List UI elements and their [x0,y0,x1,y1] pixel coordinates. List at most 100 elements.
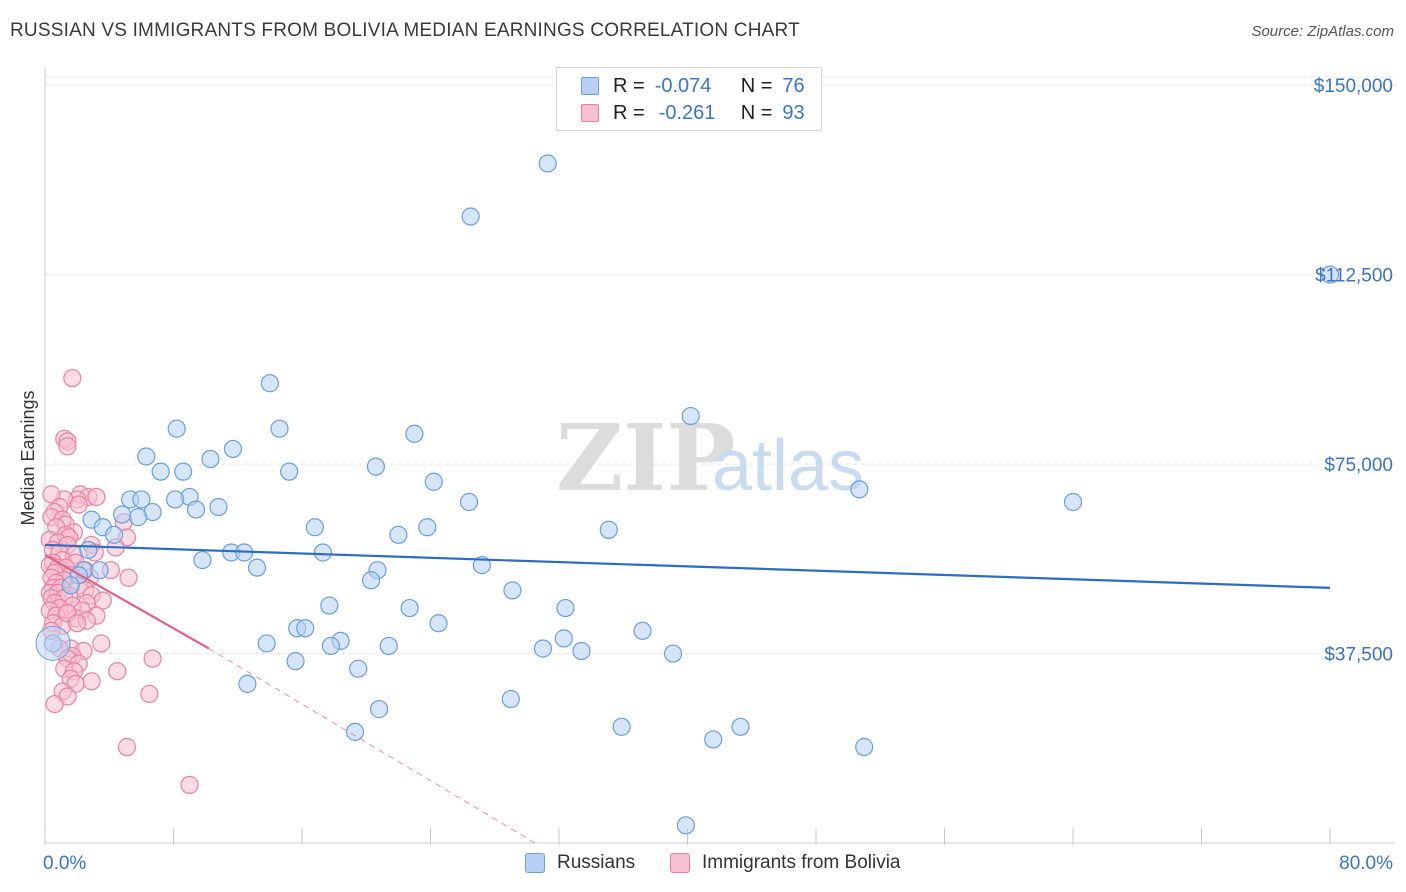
russians-point [599,520,618,539]
bolivia-point [45,694,64,714]
legend-r-label: R = [613,101,645,124]
legend-n-label: N = [740,74,773,97]
bolivia-point [119,568,138,587]
bolivia-point [108,662,127,681]
russians-point [366,457,385,476]
bolivia-trend-extension [208,648,536,844]
russians-point [209,497,228,517]
russians-point [633,621,652,640]
russians-cluster-point [35,625,71,661]
russians-point [1320,265,1340,284]
russians-point [137,447,156,466]
russians-point [349,659,368,678]
russians-point [405,424,424,443]
legend-n-label: N = [740,101,773,124]
source-label: Source: ZipAtlas.com [1251,23,1394,40]
legend-r-value: -0.261 [658,101,716,124]
russians-point [270,419,289,438]
russians-point [461,207,480,226]
bolivia-point [58,437,77,456]
watermark: ZIP atlas [556,404,864,512]
russians-point [704,730,723,749]
bolivia-point [92,634,111,653]
russians-point [280,462,299,481]
russians-point [459,492,479,512]
russians-point [132,490,151,509]
y-tick-label: $75,000 [1324,455,1393,476]
legend-row-russians: R = -0.074 N = 76 [581,74,805,98]
bottom-swatch-bolivia [670,853,690,873]
bolivia-point [69,495,88,514]
russians-point [361,571,381,590]
russians-point [201,449,220,469]
bottom-legend-russians: Russians [525,852,635,874]
bolivia-point [63,369,82,388]
russians-point [554,629,573,648]
russians-point [1063,492,1083,512]
russians-point [321,636,341,656]
bolivia-point [68,614,87,633]
russians-point [731,717,750,736]
russians-point [129,508,148,527]
bolivia-point [82,672,101,691]
russians-point [429,614,448,633]
bolivia-point [87,487,106,507]
russians-point [247,558,267,577]
russians-point [305,518,324,537]
russians-point [572,641,591,661]
russians-point [663,644,683,663]
russians-point [400,598,419,618]
bottom-legend-bolivia-label: Immigrants from Bolivia [702,852,901,873]
russians-point [681,406,700,426]
russians-point [238,674,257,693]
y-axis-title: Median Earnings [18,390,38,525]
russians-point [186,500,206,519]
russians-point [167,419,186,438]
russians-point [151,462,170,481]
russians-point [533,639,553,658]
bottom-legend-russians-label: Russians [557,852,636,873]
bottom-legend-bolivia: Immigrants from Bolivia [670,852,901,874]
bolivia-point [143,649,162,668]
legend-swatch-russians [581,77,599,95]
russians-point [260,374,279,393]
russians-point [79,540,98,560]
series-russians-points [35,154,1340,835]
bolivia-point [117,737,137,757]
russians-point [223,439,243,459]
bolivia-point [180,775,199,794]
legend-n-value: 93 [782,101,805,124]
bolivia-point [93,591,112,610]
russians-point [424,472,443,491]
russians-point [855,737,874,757]
russians-point [345,722,365,741]
axis-labels: $37,500 $75,000 $112,500 $150,000 0.0% 80.0% M… [18,76,1393,874]
russians-point [61,576,80,595]
russians-point [418,518,437,537]
trend-lines [44,543,1331,844]
russians-point [676,816,695,835]
russians-point [501,689,520,709]
russians-point [193,550,212,570]
russians-point [556,598,575,618]
russians-point [472,556,491,575]
y-tick-label: $150,000 [1314,76,1393,97]
legend-row-bolivia: R = -0.261 N = 93 [581,101,805,125]
legend-n-value: 76 [782,74,805,97]
bolivia-point [140,684,159,704]
legend-swatch-bolivia [581,104,599,122]
series-bolivia-points [40,369,199,794]
russians-point [850,480,869,499]
russians-trend-line [44,543,1331,589]
russians-point [612,717,631,736]
watermark-atlas: atlas [712,426,864,506]
russians-point [296,619,315,638]
watermark-zip: ZIP [556,404,735,512]
russians-point [320,596,339,615]
russians-point [379,636,398,656]
russians-point [166,490,185,509]
legend-r-value: -0.074 [654,74,712,97]
bolivia-trend-line [44,554,210,650]
russians-point [313,543,332,562]
